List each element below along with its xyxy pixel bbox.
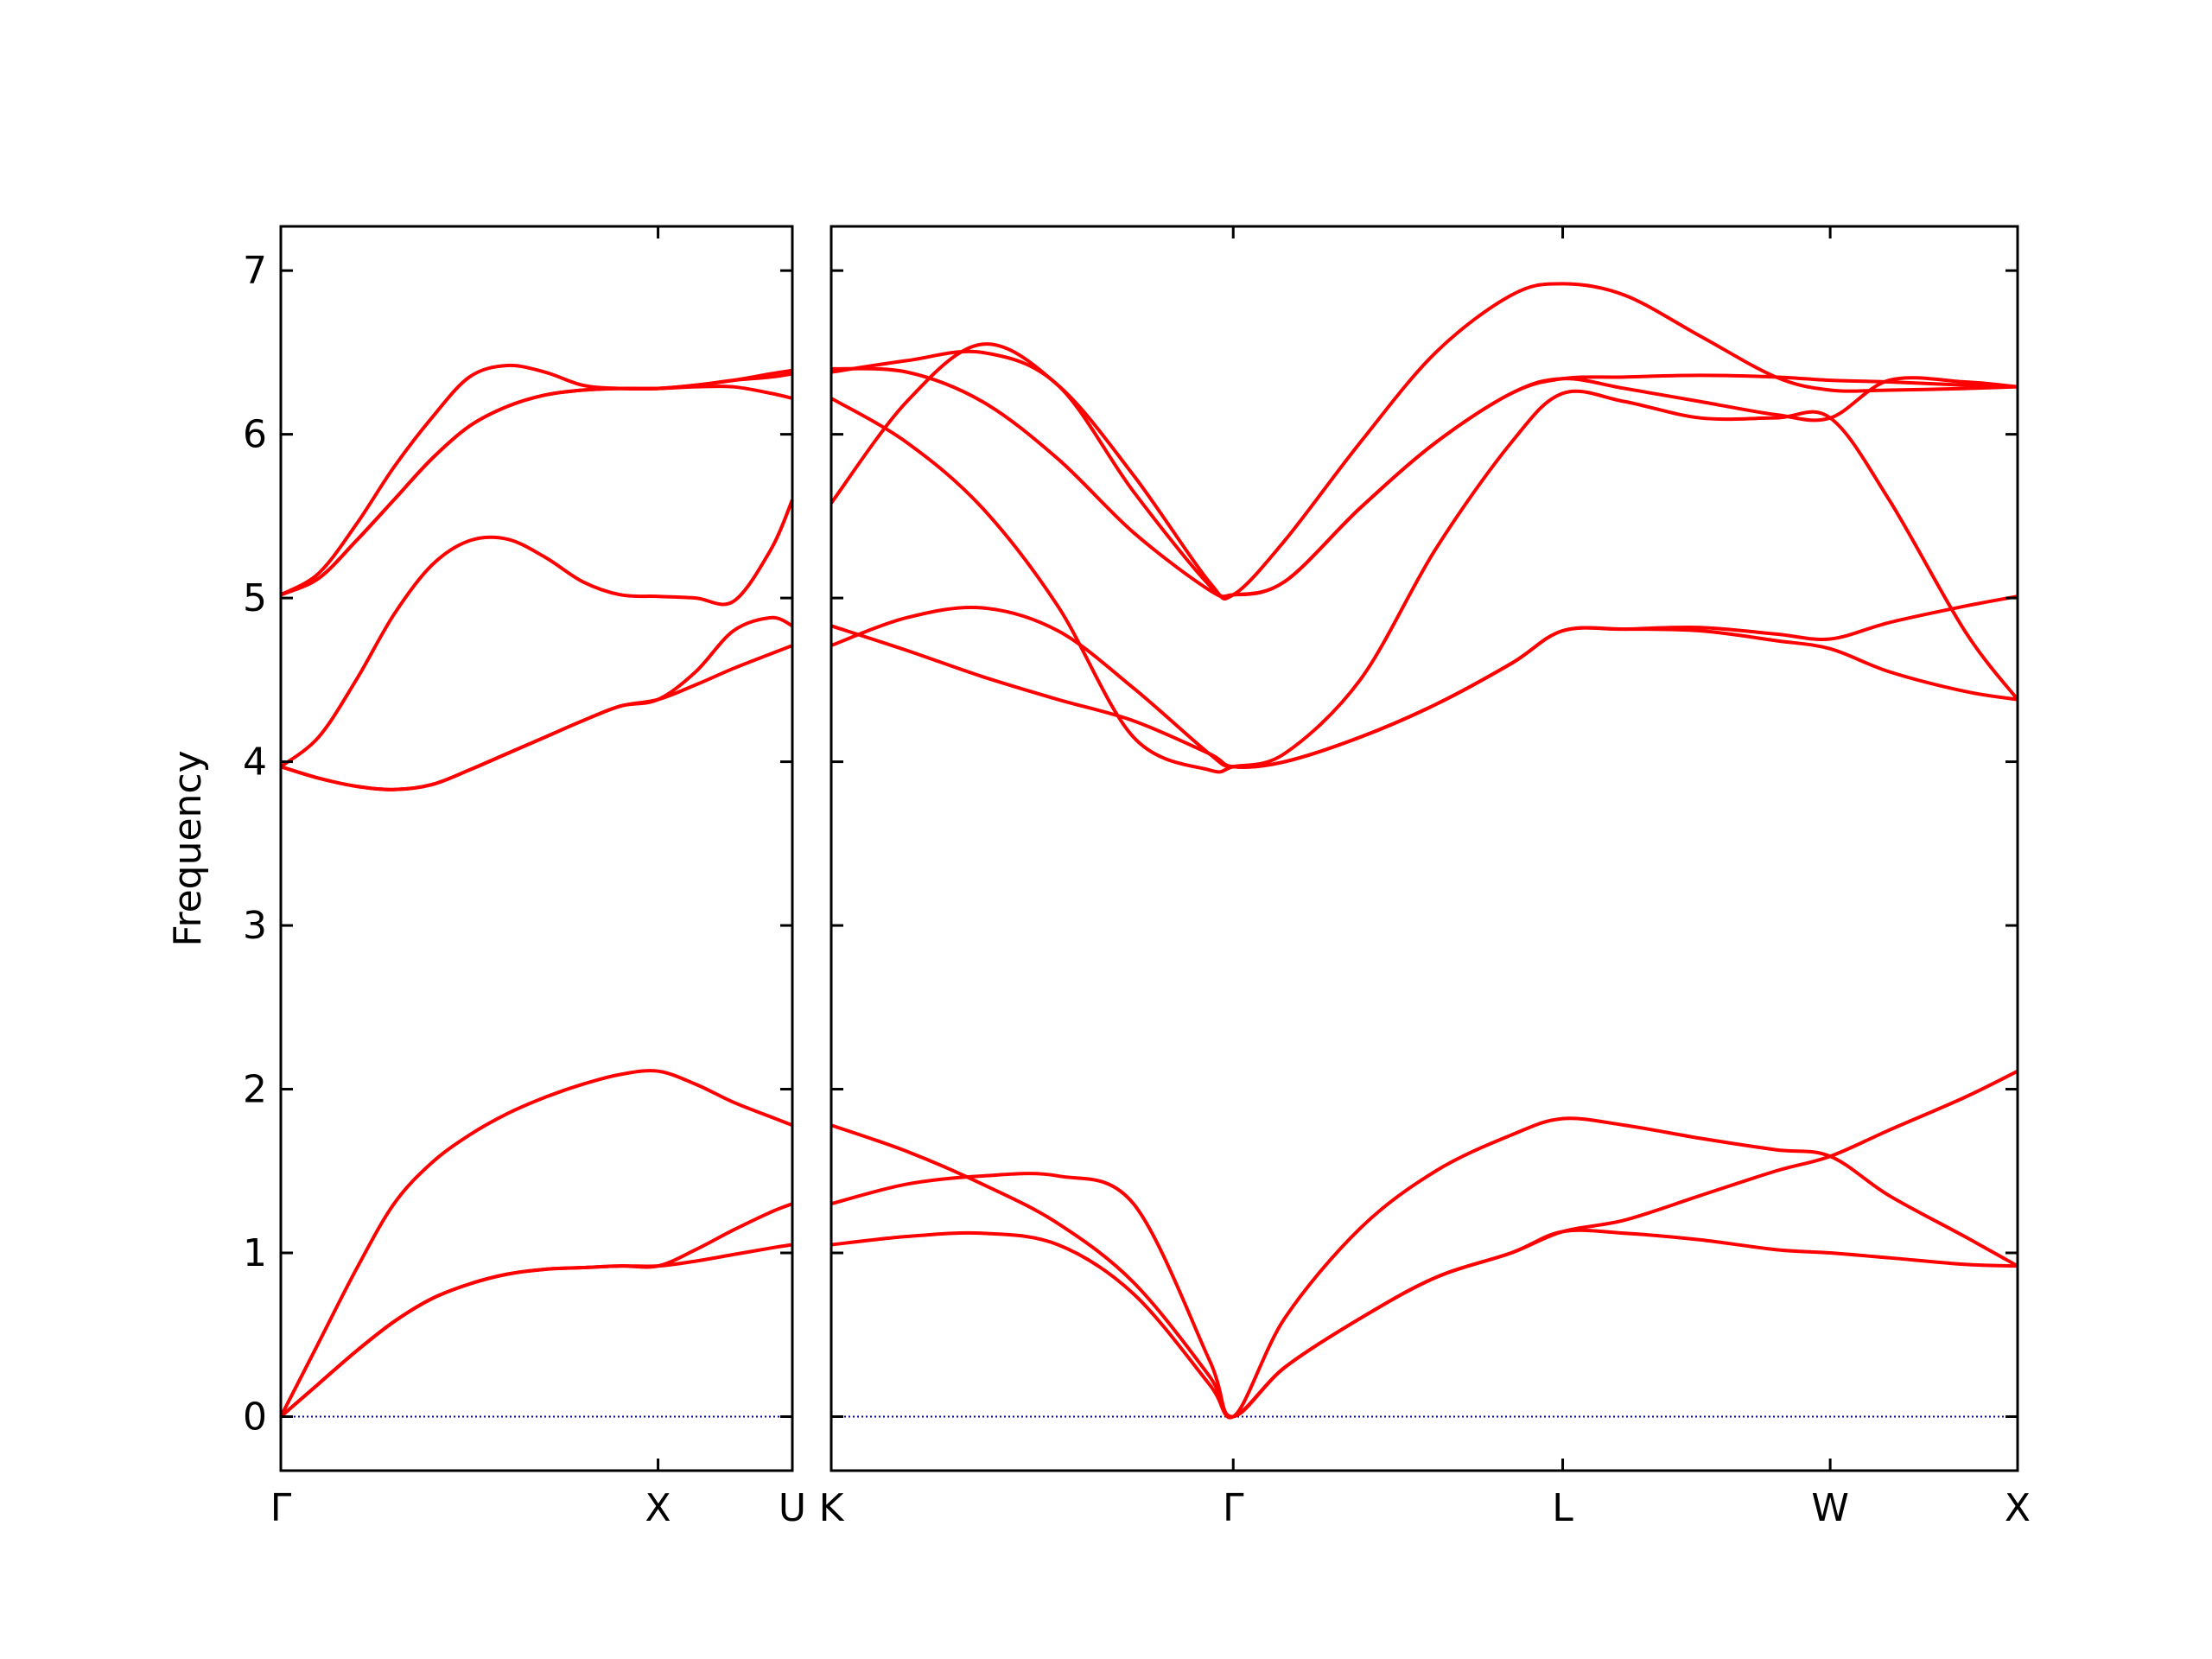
- x-tick-label: X: [645, 1486, 671, 1530]
- band-line: [830, 594, 2018, 769]
- band-line: [830, 1069, 2018, 1419]
- x-tick-label: K: [819, 1486, 845, 1530]
- x-tick-label: L: [1552, 1486, 1573, 1530]
- band-line: [280, 644, 793, 791]
- plot-frame: [830, 225, 2019, 1472]
- band-line: [279, 1069, 793, 1418]
- y-tick-label: 7: [243, 249, 267, 293]
- band-line: [830, 282, 2018, 601]
- y-axis-label: Frequency: [166, 750, 210, 946]
- band-line: [280, 363, 793, 597]
- y-tick-label: 2: [243, 1068, 267, 1112]
- y-tick-label: 5: [243, 576, 267, 620]
- y-tick-label: 0: [243, 1395, 267, 1439]
- band-line: [830, 1228, 2018, 1419]
- x-tick-label: X: [2005, 1486, 2031, 1530]
- y-tick-label: 3: [243, 904, 267, 948]
- y-tick-label: 1: [243, 1231, 267, 1275]
- band-line: [280, 385, 793, 597]
- band-line: [830, 349, 2018, 599]
- band-line: [279, 1202, 793, 1418]
- band-line: [280, 372, 793, 597]
- y-tick-label: 6: [243, 413, 267, 457]
- band-line: [830, 366, 2018, 599]
- x-tick-label: W: [1811, 1486, 1849, 1530]
- x-tick-label: U: [779, 1486, 806, 1530]
- x-tick-label: Γ: [270, 1486, 292, 1530]
- band-line: [280, 615, 793, 791]
- plot-frame: [279, 225, 794, 1472]
- band-line: [830, 389, 2019, 774]
- band-line: [279, 499, 794, 768]
- x-tick-label: Γ: [1223, 1486, 1244, 1530]
- band-line: [830, 605, 2018, 769]
- y-tick-label: 4: [243, 741, 267, 785]
- band-line: [830, 1116, 2018, 1420]
